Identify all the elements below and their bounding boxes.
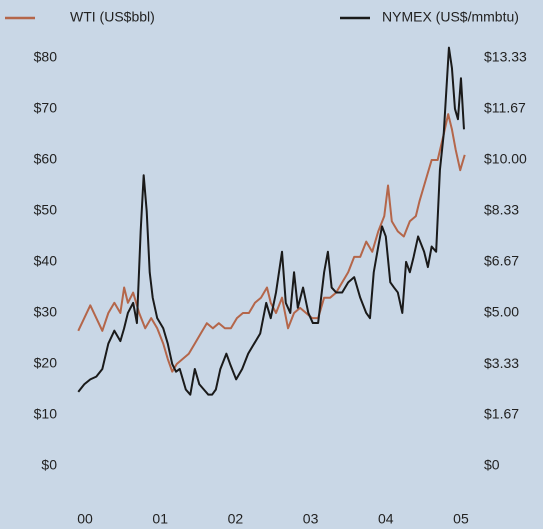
x-tick-label: 03 [303,511,319,527]
legend-label: WTI (US$bbl) [70,9,155,25]
x-tick-label: 04 [378,511,394,527]
y2-tick-label: $6.67 [484,253,519,269]
y-tick-label: $70 [34,100,58,116]
x-tick-label: 02 [228,511,244,527]
y2-tick-label: $10.00 [484,151,527,167]
y-tick-label: $80 [34,49,58,65]
y2-tick-label: $13.33 [484,49,527,65]
y2-tick-label: $11.67 [484,100,526,116]
y-tick-label: $20 [34,355,58,371]
y2-tick-label: $1.67 [484,406,519,422]
x-tick-label: 05 [453,511,469,527]
y-tick-label: $60 [34,151,58,167]
x-tick-label: 00 [77,511,93,527]
y2-tick-label: $3.33 [484,355,519,371]
y-tick-label: $0 [41,457,57,473]
y2-tick-label: $5.00 [484,304,519,320]
x-tick-label: 01 [152,511,168,527]
y2-tick-label: $8.33 [484,202,519,218]
legend-label: NYMEX (US$/mmbtu) [382,9,519,25]
y-tick-label: $40 [34,253,58,269]
y2-tick-label: $0 [484,457,500,473]
series-line [77,46,465,396]
y-tick-label: $50 [34,202,58,218]
series-line [77,113,466,373]
y-tick-label: $30 [34,304,58,320]
y-tick-label: $10 [34,406,58,422]
